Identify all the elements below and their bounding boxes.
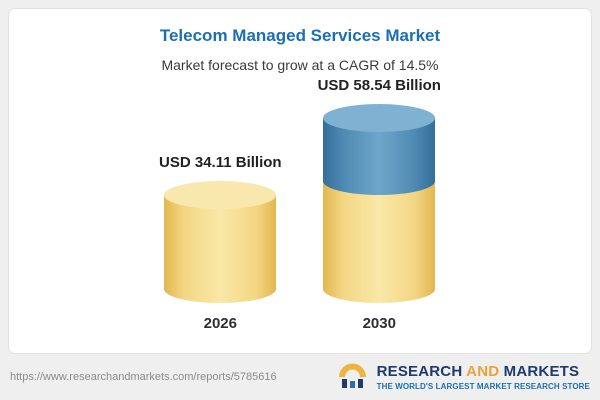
bar-group-2030: USD 58.54 Billion 2030 xyxy=(318,77,441,332)
value-label-2030: USD 58.54 Billion xyxy=(317,77,441,94)
report-url-link[interactable]: https://www.researchandmarkets.com/repor… xyxy=(10,371,277,383)
bar-group-2026: USD 34.11 Billion 2026 xyxy=(159,154,282,332)
cylinder-top-face-2026 xyxy=(164,181,277,209)
chart-card: Telecom Managed Services Market Market f… xyxy=(8,8,592,354)
base-segment-2026 xyxy=(164,195,277,303)
logo-tagline: THE WORLD'S LARGEST MARKET RESEARCH STOR… xyxy=(376,382,590,391)
logo-text: RESEARCH AND MARKETS THE WORLD'S LARGEST… xyxy=(377,363,590,391)
footer: https://www.researchandmarkets.com/repor… xyxy=(10,360,590,394)
chart-subtitle: Market forecast to grow at a CAGR of 14.… xyxy=(161,57,439,73)
value-label-2026: USD 34.11 Billion xyxy=(159,154,282,171)
cylinder-top-face-2030 xyxy=(323,104,436,132)
brand-logo: RESEARCH AND MARKETS THE WORLD'S LARGEST… xyxy=(336,360,590,395)
cylinder-2026 xyxy=(164,181,277,303)
chart-area: USD 34.11 Billion 2026 USD 58.54 Billion… xyxy=(9,77,591,332)
logo-title: RESEARCH AND MARKETS xyxy=(376,363,580,380)
cylinder-2030 xyxy=(323,104,436,303)
category-label-2026: 2026 xyxy=(203,315,237,332)
category-label-2030: 2030 xyxy=(362,315,396,332)
base-segment xyxy=(323,181,436,303)
research-and-markets-logo-icon xyxy=(336,360,370,395)
chart-title: Telecom Managed Services Market xyxy=(159,26,441,45)
